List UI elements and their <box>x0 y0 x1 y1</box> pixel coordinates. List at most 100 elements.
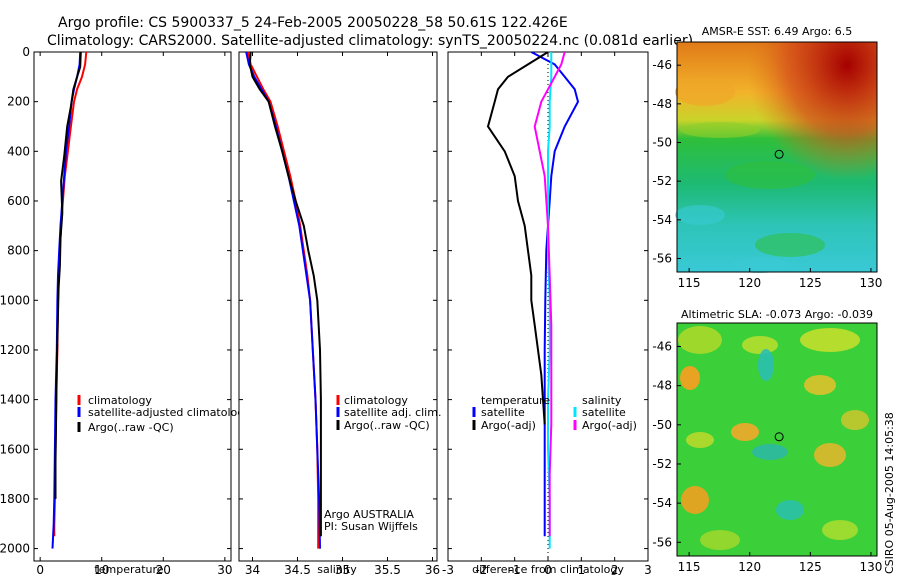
legend-label-argo: Argo(..raw -QC) <box>344 419 430 432</box>
y-tick-label: -52 <box>652 174 672 188</box>
y-tick-label: -52 <box>652 457 672 471</box>
legend-label-sal-argo: Argo(-adj) <box>582 419 637 432</box>
y-tick-label: -50 <box>652 136 672 150</box>
x-tick-label: 120 <box>738 560 761 574</box>
y-tick-label: 1400 <box>0 393 30 407</box>
x-tick-label: 3 <box>644 563 652 577</box>
argo-float-marker <box>774 149 784 159</box>
difference-xlabel: difference from climatology <box>472 563 624 576</box>
sst-map-axes: 115 120 125 130 -46 -48 -50 -52 -54 -56 <box>652 58 882 290</box>
sst-map-title: AMSR-E SST: 6.49 Argo: 6.5 <box>702 25 853 38</box>
sst-map-image <box>675 42 877 273</box>
salinity-x-axis: 34 34.5 35 35.5 36 <box>245 52 440 577</box>
salinity-panel: 34 34.5 35 35.5 36 salinity climatology sate… <box>238 51 441 577</box>
y-tick-label: -48 <box>652 97 672 111</box>
difference-x-axis: -3 -2 -1 0 1 2 3 <box>442 52 652 577</box>
x-tick-label: 35.5 <box>374 563 401 577</box>
y-tick-label: -46 <box>652 58 672 72</box>
y-tick-label: 600 <box>7 194 30 208</box>
legend-label-sat-adj: satellite adj. clim. <box>344 406 441 419</box>
y-tick-label: -54 <box>652 213 672 227</box>
sla-map-panel: Altimetric SLA: -0.073 Argo: -0.039 115 1… <box>652 308 882 574</box>
x-tick-label: 125 <box>799 560 822 574</box>
difference-legend: temperature satellite Argo(-adj) salinit… <box>472 394 637 432</box>
csiro-timestamp: CSIRO 05-Aug-2005 14:05:38 <box>883 412 896 574</box>
sla-map-title: Altimetric SLA: -0.073 Argo: -0.039 <box>681 308 873 321</box>
temperature-panel: 0 200 400 600 800 1000 1200 1400 1600 1800 2000 0 1… <box>0 45 251 577</box>
x-tick-label: 10 <box>94 563 109 577</box>
legend-label-climatology: climatology <box>88 394 152 407</box>
y-tick-label: 800 <box>7 244 30 258</box>
figure-title-line1: Argo profile: CS 5900337_5 24-Feb-2005 2… <box>58 15 568 31</box>
sla-map-image <box>677 323 877 556</box>
series-line-argo-raw-qc- <box>248 52 322 537</box>
series-line-temperature-argo-adj- <box>486 52 549 425</box>
legend-label-sat-adj: satellite-adjusted climatology <box>88 406 251 419</box>
x-tick-label: 115 <box>678 560 701 574</box>
y-tick-label: 1800 <box>0 492 30 506</box>
x-tick-label: 115 <box>678 276 701 290</box>
y-tick-label: -54 <box>652 496 672 510</box>
x-tick-label: 130 <box>859 560 882 574</box>
series-line-temperature-satellite <box>530 52 580 537</box>
x-tick-label: -1 <box>509 563 521 577</box>
sst-map-frame <box>676 41 878 273</box>
y-tick-label: -56 <box>652 251 672 265</box>
x-tick-label: -2 <box>475 563 487 577</box>
legend-label-argo: Argo(..raw -QC) <box>88 421 174 434</box>
salinity-y-ticks <box>239 51 437 550</box>
legend-label-temperature: temperature <box>481 394 550 407</box>
y-tick-label: 1200 <box>0 343 30 357</box>
difference-panel: -3 -2 -1 0 1 2 3 difference from climatology t… <box>442 51 652 577</box>
sla-map-axes: 115 120 125 130 -46 -48 -50 -52 -54 -56 <box>652 339 882 574</box>
temperature-axes-frame <box>33 51 232 562</box>
legend-label-climatology: climatology <box>344 394 408 407</box>
x-tick-label: 125 <box>799 276 822 290</box>
depth-axis: 0 200 400 600 800 1000 1200 1400 1600 1800 2000 <box>0 45 231 556</box>
difference-y-ticks <box>448 51 648 550</box>
x-tick-label: 130 <box>859 276 882 290</box>
y-tick-label: -46 <box>652 339 672 353</box>
x-tick-label: 0 <box>36 563 44 577</box>
y-tick-label: 1600 <box>0 442 30 456</box>
y-tick-label: -50 <box>652 418 672 432</box>
x-tick-label: 34.5 <box>284 563 311 577</box>
salinity-xlabel: salinity <box>317 563 357 576</box>
x-tick-label: 20 <box>156 563 171 577</box>
legend-label-salinity: salinity <box>582 394 622 407</box>
figure-title-line2: Climatology: CARS2000. Satellite-adjuste… <box>47 33 693 49</box>
series-line-salinity-argo-adj- <box>533 52 566 537</box>
y-tick-label: 1000 <box>0 293 30 307</box>
temperature-xlabel: temperature <box>94 563 163 576</box>
y-tick-label: 2000 <box>0 542 30 556</box>
sst-map-panel: AMSR-E SST: 6.49 Argo: 6.5 115 120 125 130 -… <box>652 25 882 290</box>
salinity-legend: climatology satellite adj. clim. Argo(..… <box>336 394 441 432</box>
x-tick-label: 30 <box>217 563 232 577</box>
y-tick-label: -56 <box>652 535 672 549</box>
argo-float-marker <box>774 432 784 442</box>
x-tick-label: 0 <box>544 563 552 577</box>
y-tick-label: -48 <box>652 379 672 393</box>
y-tick-label: 400 <box>7 144 30 158</box>
credit-argo-australia: Argo AUSTRALIA <box>324 508 414 521</box>
sla-map-frame <box>676 322 878 557</box>
x-tick-label: 1 <box>578 563 586 577</box>
series-line-satellite-adj-clim- <box>245 52 321 549</box>
temperature-x-axis: 0 10 20 30 <box>36 52 232 577</box>
y-tick-label: 0 <box>22 45 30 59</box>
legend-label-sal-sat: satellite <box>582 406 626 419</box>
credit-pi: PI: Susan Wijffels <box>324 520 418 533</box>
difference-series <box>486 52 580 549</box>
x-tick-label: 34 <box>245 563 260 577</box>
legend-label-temp-sat: satellite <box>481 406 525 419</box>
legend-label-temp-argo: Argo(-adj) <box>481 419 536 432</box>
y-tick-label: 200 <box>7 95 30 109</box>
x-tick-label: 2 <box>611 563 619 577</box>
x-tick-label: -3 <box>442 563 454 577</box>
temperature-legend: climatology satellite-adjusted climatolo… <box>77 394 251 434</box>
x-tick-label: 35 <box>335 563 350 577</box>
x-tick-label: 36 <box>425 563 440 577</box>
x-tick-label: 120 <box>738 276 761 290</box>
series-line-argo-raw-qc- <box>54 52 82 499</box>
